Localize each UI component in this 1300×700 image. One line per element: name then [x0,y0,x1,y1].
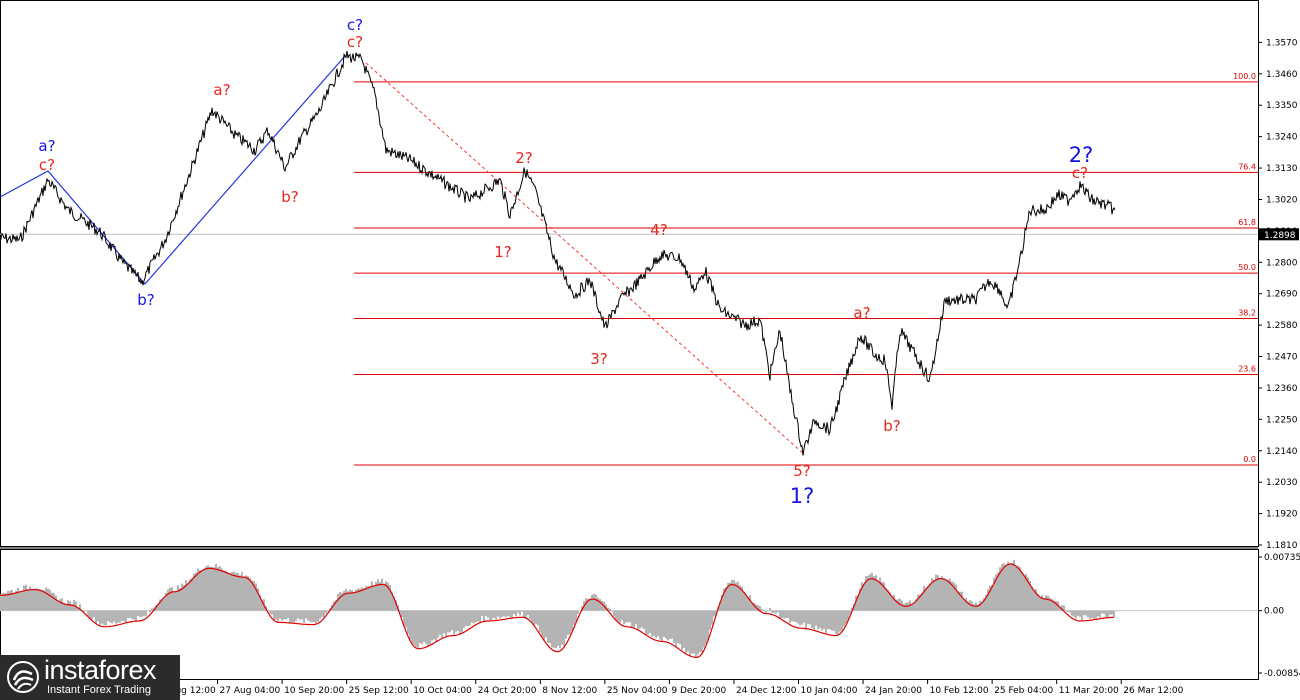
price-tick-label: 1.2250 [1266,415,1298,425]
wave-label: a? [38,137,55,155]
wave-label: c? [347,33,363,51]
wave-label: b? [137,291,154,309]
price-tick-label: 1.2800 [1266,258,1298,268]
fibonacci-levels: 100.0 76.4 61.8 50.0 38.2 23.6 0.0 [354,72,1258,466]
wave-label: 1? [494,243,512,261]
instaforex-logo: instaforex Instant Forex Trading [0,655,180,700]
wave-label: 5? [793,462,811,480]
price-tick-label: 1.3350 [1266,101,1298,111]
time-tick-label: 9 Dec 20:00 [671,686,726,696]
fib-label-100.0: 100.0 [1233,72,1256,81]
price-tick-label: 1.3130 [1266,164,1298,174]
wave-lines [0,55,806,456]
wave-label: b? [281,188,298,206]
current-price-tag: 1.2898 [1259,228,1299,241]
logo-brand-text: instaforex [44,655,157,685]
price-line [0,50,1116,456]
price-tick-label: 1.3570 [1266,38,1298,48]
logo-icon [7,661,39,693]
wave-label: c? [347,16,363,34]
time-tick-label: 24 Dec 12:00 [736,686,797,696]
time-tick-label: 11 Mar 20:00 [1059,686,1119,696]
time-tick-label: 25 Sep 12:00 [349,686,409,696]
fib-label-0.0: 0.0 [1243,455,1256,464]
price-axis: 1.35701.34601.33501.32401.31301.30201.29… [1258,38,1298,551]
wave-label: 2? [1069,143,1094,167]
oscillator-signal-line [0,563,1115,659]
red-dashed-trend-line [365,62,806,456]
price-tick-label: 1.2580 [1266,321,1298,331]
oscillator-histogram [0,559,1115,658]
time-tick-label: 24 Jan 20:00 [865,686,922,696]
wave-label: 1? [790,484,815,508]
price-tick-label: 1.2140 [1266,447,1298,457]
time-tick-label: 26 Mar 12:00 [1123,686,1183,696]
time-tick-label: 10 Sep 20:00 [284,686,344,696]
price-tick-label: 1.3020 [1266,195,1298,205]
price-tick-label: 1.1810 [1266,541,1298,551]
wave-label: c? [1072,164,1088,182]
price-tick-label: 1.1920 [1266,510,1298,520]
fib-label-50.0: 50.0 [1238,263,1256,272]
wave-label: 3? [590,350,608,368]
price-tick-label: 1.2470 [1266,353,1298,363]
fib-label-23.6: 23.6 [1238,365,1256,374]
blue-wave-line [0,55,346,285]
time-axis: 12 Aug 12:00 27 Aug 04:00 10 Sep 20:00 25 S… [152,680,1184,696]
time-tick-label: 10 Jan 04:00 [801,686,858,696]
fib-label-61.8: 61.8 [1238,218,1256,227]
price-tick-label: 1.2690 [1266,290,1298,300]
logo-tagline: Instant Forex Trading [47,684,151,696]
oscillator-tick-label: 0.00 [1264,607,1284,617]
main-pane-frame [0,0,1259,547]
time-tick-label: 10 Feb 12:00 [930,686,989,696]
oscillator-tick-label: 0.00735 [1264,553,1300,563]
oscillator-pane-frame [0,549,1259,680]
time-tick-label: 25 Nov 04:00 [607,686,668,696]
oscillator-axis: 0.00735 0.00 -0.00854 [1258,553,1300,679]
wave-label: 2? [515,149,533,167]
time-tick-label: 10 Oct 04:00 [413,686,472,696]
wave-label: 4? [650,221,668,239]
time-tick-label: 12 Aug 12:00 [155,686,216,696]
current-price-label: 1.2898 [1264,231,1296,241]
wave-label: b? [883,417,900,435]
fib-label-38.2: 38.2 [1238,309,1256,318]
wave-labels: a?c?b?a?b?c?c?2?1?3?4?5?1?a?b?c?2? [38,16,1093,508]
time-tick-label: 25 Feb 04:00 [994,686,1053,696]
time-tick-label: 27 Aug 04:00 [220,686,281,696]
price-tick-label: 1.3240 [1266,133,1298,143]
oscillator-tick-label: -0.00854 [1264,669,1300,679]
fib-label-76.4: 76.4 [1238,162,1256,171]
price-tick-label: 1.2030 [1266,478,1298,488]
price-tick-label: 1.2360 [1266,384,1298,394]
wave-label: a? [853,304,870,322]
time-tick-label: 24 Oct 20:00 [478,686,537,696]
wave-label: a? [213,81,230,99]
wave-label: c? [39,156,55,174]
time-tick-label: 8 Nov 12:00 [542,686,597,696]
price-tick-label: 1.3460 [1266,70,1298,80]
